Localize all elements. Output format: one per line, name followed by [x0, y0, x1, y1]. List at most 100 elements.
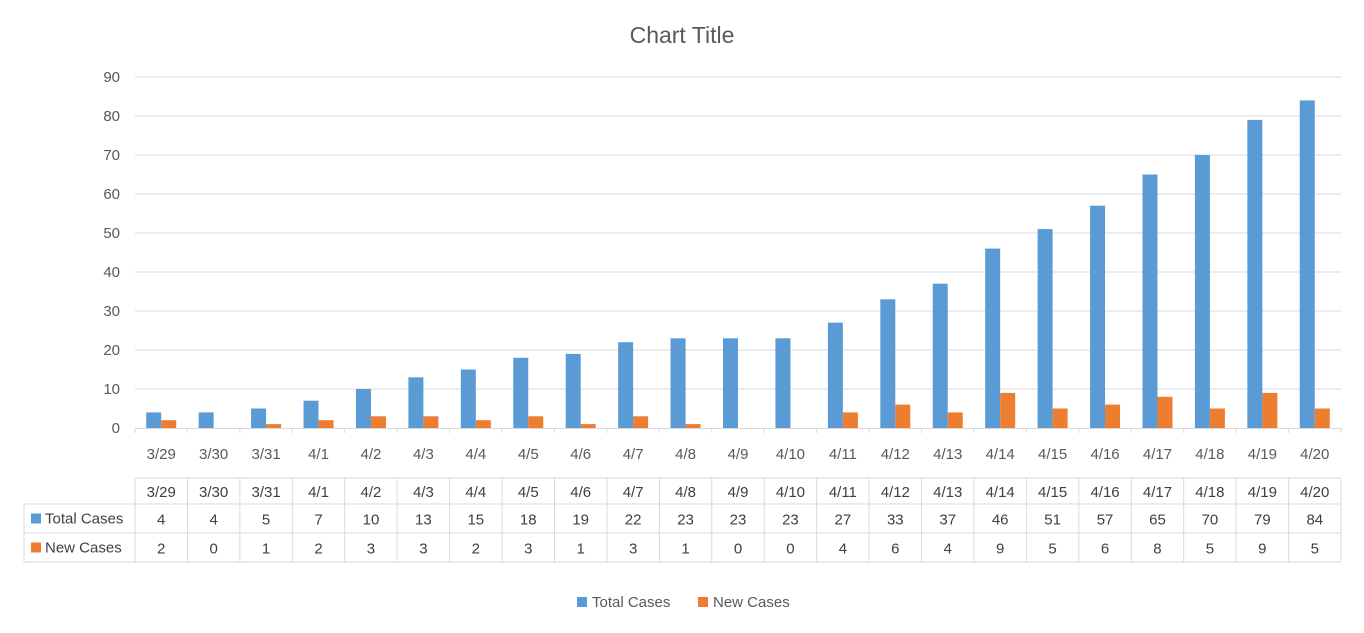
table-header-cell: 4/20 [1300, 484, 1329, 501]
bars [146, 100, 1330, 429]
y-tick-label: 30 [103, 303, 120, 320]
x-tick-label: 4/1 [308, 446, 329, 463]
bar-total-cases [355, 389, 371, 428]
y-tick-label: 70 [103, 147, 120, 164]
bar-new-cases [1105, 404, 1121, 428]
gridlines [135, 76, 1341, 390]
bar-total-cases [1037, 229, 1053, 428]
table-cell: 0 [734, 541, 742, 558]
bar-new-cases [895, 404, 911, 428]
bar-new-cases [1209, 408, 1225, 428]
bar-total-cases [775, 338, 791, 428]
table-cell: 4 [839, 541, 847, 558]
x-tick-label: 4/14 [986, 446, 1015, 463]
table-header-cell: 3/31 [251, 484, 280, 501]
bar-new-cases [947, 412, 963, 428]
x-tick-label: 4/9 [728, 446, 749, 463]
bar-new-cases [475, 420, 491, 428]
table-cell: 23 [782, 512, 799, 529]
x-tick-label: 4/18 [1195, 446, 1224, 463]
legend-swatch [698, 597, 708, 607]
x-tick-label: 3/31 [251, 446, 280, 463]
bar-new-cases [318, 420, 334, 428]
bar-total-cases [670, 338, 686, 428]
x-tick-label: 4/16 [1090, 446, 1119, 463]
table-header-cell: 4/16 [1090, 484, 1119, 501]
table-header-cell: 4/15 [1038, 484, 1067, 501]
table-cell: 3 [367, 541, 375, 558]
table-cell: 4 [157, 512, 165, 529]
table-cell: 0 [209, 541, 217, 558]
table-cell: 5 [1311, 541, 1319, 558]
table-cell: 2 [472, 541, 480, 558]
table-cell: 13 [415, 512, 432, 529]
table-cell: 79 [1254, 512, 1271, 529]
table-header-cell: 4/18 [1195, 484, 1224, 501]
table-cell: 46 [992, 512, 1009, 529]
y-tick-label: 50 [103, 225, 120, 242]
bar-total-cases [827, 322, 843, 428]
table-header-cell: 3/30 [199, 484, 228, 501]
bar-total-cases [513, 357, 529, 428]
x-tick-label: 4/12 [881, 446, 910, 463]
table-header-cell: 4/2 [361, 484, 382, 501]
x-tick-label: 4/11 [829, 446, 857, 463]
table-cell: 4 [209, 512, 217, 529]
bar-new-cases [423, 416, 439, 428]
x-tick-label: 3/30 [199, 446, 228, 463]
table-row-label: New Cases [45, 540, 122, 557]
table-cell: 5 [1206, 541, 1214, 558]
table-cell: 5 [1048, 541, 1056, 558]
table-header-cell: 4/11 [829, 484, 857, 501]
table-header-cell: 4/4 [465, 484, 486, 501]
bar-total-cases [723, 338, 738, 428]
table-header-cell: 4/6 [570, 484, 591, 501]
x-tick-label: 4/7 [623, 446, 644, 463]
table-cell: 23 [730, 512, 747, 529]
table-header-cell: 4/8 [675, 484, 696, 501]
table-header-cell: 4/19 [1248, 484, 1277, 501]
x-tick-label: 4/5 [518, 446, 539, 463]
table-cell: 37 [939, 512, 956, 529]
table-cell: 23 [677, 512, 694, 529]
bar-new-cases [1262, 392, 1278, 428]
bar-new-cases [1314, 408, 1330, 428]
table-cell: 3 [419, 541, 427, 558]
table-header-cell: 4/5 [518, 484, 539, 501]
data-table: 3/29 3/30 3/31 4/1 4/2 4/3 4/4 4/5 4/6 4/7 4/8 4/9 4… [23, 477, 1342, 563]
table-cell: 9 [996, 541, 1004, 558]
bar-new-cases [161, 420, 177, 428]
bar-total-cases [565, 353, 581, 428]
table-cell: 8 [1153, 541, 1161, 558]
table-cell: 7 [314, 512, 322, 529]
x-tick-label: 4/4 [465, 446, 486, 463]
x-tick-label: 4/6 [570, 446, 591, 463]
x-tick-label: 4/15 [1038, 446, 1067, 463]
table-cell: 27 [835, 512, 852, 529]
y-tick-label: 60 [103, 186, 120, 203]
table-cell: 15 [467, 512, 484, 529]
table-cell: 9 [1258, 541, 1266, 558]
bar-new-cases [370, 416, 386, 428]
bar-new-cases [1052, 408, 1068, 428]
table-row-label: Total Cases [45, 511, 123, 528]
table-cell: 10 [363, 512, 380, 529]
legend: Total Cases New Cases [577, 594, 790, 611]
legend-label: New Cases [713, 594, 790, 611]
bar-new-cases [685, 424, 701, 428]
table-cell: 84 [1306, 512, 1323, 529]
table-cell: 5 [262, 512, 270, 529]
table-cell: 70 [1202, 512, 1219, 529]
table-cell: 65 [1149, 512, 1166, 529]
table-cell: 57 [1097, 512, 1114, 529]
x-tick-label: 4/10 [776, 446, 805, 463]
table-cell: 3 [629, 541, 637, 558]
table-cell: 51 [1044, 512, 1061, 529]
table-legend-key [31, 513, 41, 524]
x-tick-label: 3/29 [147, 446, 176, 463]
bar-total-cases [1194, 155, 1210, 428]
bar-new-cases [842, 412, 858, 428]
table-header-cell: 4/7 [623, 484, 644, 501]
table-cell: 18 [520, 512, 537, 529]
